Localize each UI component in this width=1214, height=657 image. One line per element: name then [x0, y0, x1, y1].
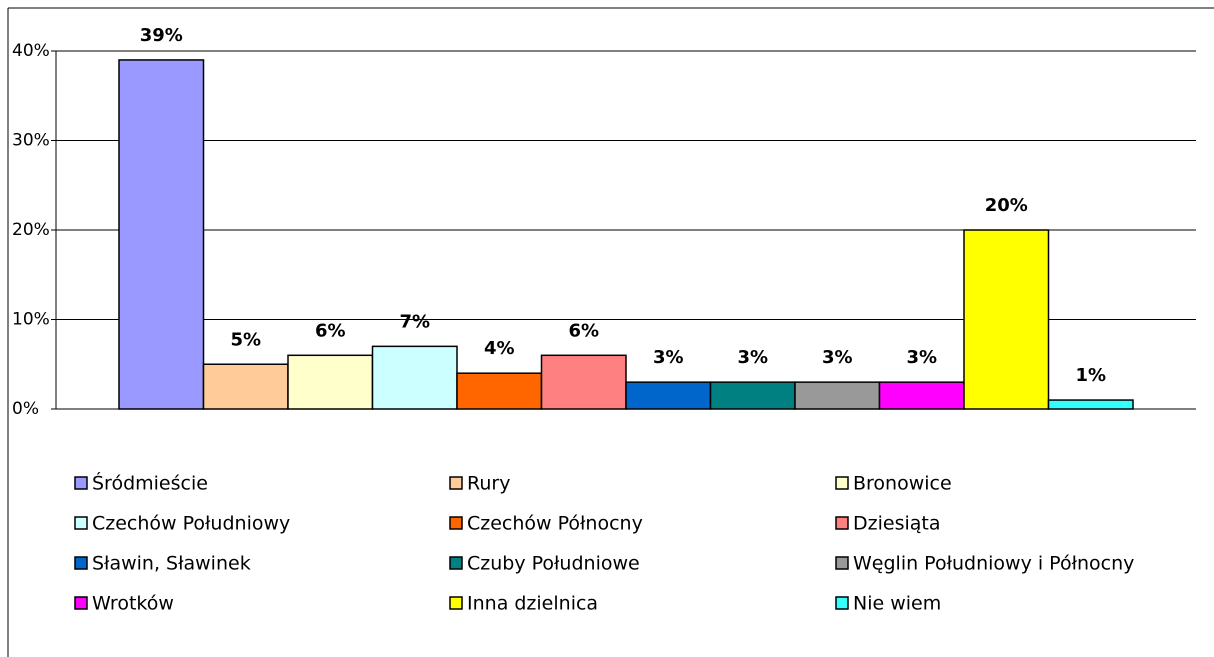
legend-label: Czechów Południowy	[92, 513, 290, 535]
bar	[1047, 399, 1134, 410]
legend-label: Śródmieście	[92, 471, 208, 495]
legend-swatch	[449, 476, 463, 490]
legend-label: Czuby Południowe	[467, 553, 640, 575]
bar	[625, 381, 712, 410]
legend-swatch	[835, 556, 849, 570]
value-label: 3%	[822, 347, 853, 368]
bar	[794, 381, 881, 410]
legend-swatch	[74, 556, 88, 570]
y-tick-label: 20%	[12, 220, 50, 240]
bar	[118, 59, 205, 410]
value-label: 4%	[484, 338, 515, 359]
bar	[456, 372, 543, 410]
value-label: 5%	[230, 329, 261, 350]
legend-swatch	[835, 516, 849, 530]
bar	[540, 354, 627, 410]
legend-swatch	[449, 516, 463, 530]
y-tick-label: 10%	[12, 310, 50, 330]
bar	[371, 345, 458, 410]
legend-swatch	[74, 596, 88, 610]
value-label: 1%	[1075, 365, 1106, 386]
legend-label: Rury	[467, 473, 510, 495]
legend-swatch	[835, 596, 849, 610]
value-label: 6%	[315, 320, 346, 341]
legend-swatch	[835, 476, 849, 490]
bar	[963, 229, 1050, 410]
y-tick-label: 0%	[12, 399, 39, 419]
bar	[878, 381, 965, 410]
value-label: 39%	[140, 25, 183, 46]
value-label: 6%	[568, 320, 599, 341]
value-label: 20%	[985, 195, 1028, 216]
legend-label: Dziesiąta	[853, 513, 941, 535]
legend-label: Nie wiem	[853, 593, 941, 615]
legend-label: Węglin Południowy i Północny	[853, 553, 1134, 575]
bar	[202, 363, 289, 410]
bar	[709, 381, 796, 410]
legend-label: Sławin, Sławinek	[92, 553, 251, 575]
value-label: 3%	[906, 347, 937, 368]
value-label: 3%	[737, 347, 768, 368]
legend-label: Wrotków	[92, 593, 174, 615]
bar	[287, 354, 374, 410]
value-label: 7%	[399, 311, 430, 332]
legend-swatch	[449, 556, 463, 570]
legend-swatch	[74, 516, 88, 530]
value-label: 3%	[653, 347, 684, 368]
legend-label: Czechów Północny	[467, 513, 643, 535]
legend-swatch	[74, 476, 88, 490]
legend-label: Bronowice	[853, 473, 952, 495]
y-tick-label: 30%	[12, 131, 50, 151]
y-tick-label: 40%	[12, 41, 50, 61]
legend-label: Inna dzielnica	[467, 593, 598, 615]
legend-swatch	[449, 596, 463, 610]
